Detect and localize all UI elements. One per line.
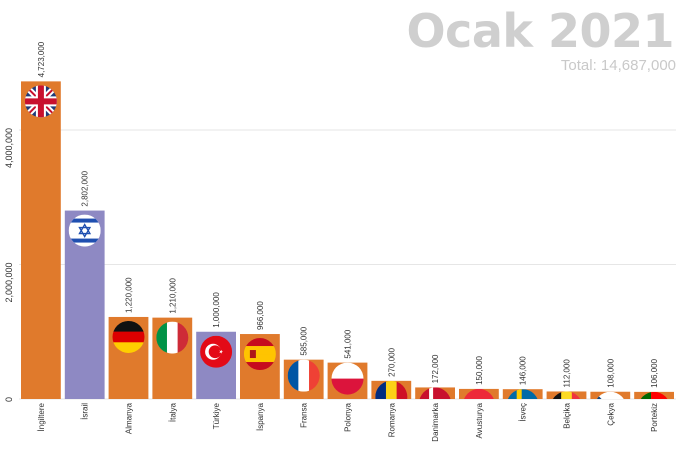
value-label: 2,802,000 — [81, 170, 90, 206]
category-label: İsveç — [519, 403, 528, 422]
category-label: Belçika — [563, 402, 572, 428]
poland-flag-icon — [331, 362, 364, 395]
flag-holder — [462, 388, 495, 400]
value-label: 966,000 — [256, 301, 265, 330]
category-label: İsrail — [81, 403, 90, 420]
flag-holder — [375, 380, 408, 399]
flag-holder — [200, 335, 233, 368]
value-label: 172,000 — [431, 354, 440, 383]
germany-flag-icon — [112, 320, 145, 353]
y-tick-label: 2,000,000 — [4, 263, 14, 303]
turkey-flag-icon — [200, 335, 233, 368]
category-label: Fransa — [300, 402, 309, 427]
israel-flag-icon — [68, 214, 101, 247]
category-label: Polonya — [344, 402, 353, 431]
value-label: 1,210,000 — [168, 277, 177, 313]
bar — [21, 81, 61, 400]
value-label: 4,723,000 — [37, 41, 46, 77]
y-tick-label: 0 — [4, 397, 14, 402]
austria-flag-icon — [462, 388, 495, 400]
flag-holder — [419, 387, 452, 400]
value-label: 585,000 — [300, 326, 309, 355]
value-label: 108,000 — [606, 358, 615, 387]
flag-holder — [243, 338, 276, 371]
category-label: İtalya — [168, 402, 177, 422]
grid-layer: 0 2,000,000 4,000,000 — [4, 128, 676, 402]
flag-holder — [287, 359, 320, 392]
denmark-flag-icon — [419, 387, 452, 400]
value-label: 1,220,000 — [125, 277, 134, 313]
sweden-flag-icon — [506, 389, 539, 399]
y-tick-label: 4,000,000 — [4, 128, 14, 168]
flag-holder — [112, 320, 145, 353]
italy-flag-icon — [156, 321, 189, 354]
category-label: Romanya — [387, 402, 396, 437]
romania-flag-icon — [375, 380, 408, 399]
value-label: 541,000 — [344, 329, 353, 358]
category-label: Avusturya — [475, 402, 484, 438]
category-label: Türkiye — [212, 402, 221, 429]
chart-title: Ocak 2021 — [406, 4, 674, 58]
category-label: Danimarka — [431, 402, 440, 441]
value-label: 112,000 — [563, 359, 572, 388]
value-label: 270,000 — [387, 347, 396, 376]
uk-flag-icon — [24, 85, 57, 118]
flag-holder — [24, 85, 57, 118]
category-label: Çekya — [606, 402, 615, 425]
category-label: İspanya — [256, 402, 265, 431]
value-label: 106,000 — [650, 358, 659, 387]
category-label: Almanya — [125, 402, 134, 434]
spain-flag-icon — [243, 338, 276, 371]
flag-holder — [506, 389, 539, 399]
france-flag-icon — [287, 359, 320, 392]
value-label: 146,000 — [519, 356, 528, 385]
flag-holder — [594, 391, 627, 399]
value-label: 1,000,000 — [212, 292, 221, 328]
category-label: Portekiz — [650, 403, 659, 432]
total-label: Total: 14,687,000 — [560, 57, 676, 74]
czechia-flag-icon — [594, 391, 627, 399]
portugal-flag-icon — [638, 391, 671, 399]
category-label: İngiltere — [37, 402, 46, 431]
bar-layer: 4,723,000 İngiltere 2,802,000 İsrail 1,220,0… — [21, 41, 674, 442]
value-label: 150,000 — [475, 355, 484, 384]
flag-holder — [638, 391, 671, 399]
flag-holder — [68, 214, 101, 247]
flag-holder — [156, 321, 189, 354]
flag-holder — [331, 362, 364, 395]
